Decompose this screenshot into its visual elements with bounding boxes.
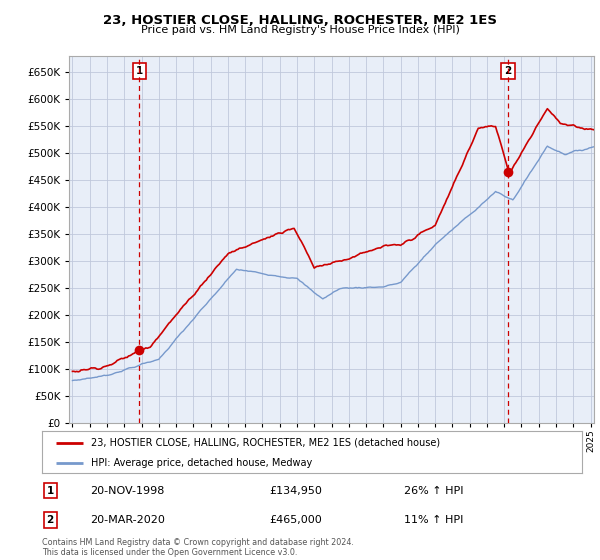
Text: 11% ↑ HPI: 11% ↑ HPI	[404, 515, 463, 525]
Text: HPI: Average price, detached house, Medway: HPI: Average price, detached house, Medw…	[91, 458, 312, 468]
Text: Price paid vs. HM Land Registry's House Price Index (HPI): Price paid vs. HM Land Registry's House …	[140, 25, 460, 35]
Text: £465,000: £465,000	[269, 515, 322, 525]
Text: 1: 1	[46, 486, 54, 496]
Text: 23, HOSTIER CLOSE, HALLING, ROCHESTER, ME2 1ES: 23, HOSTIER CLOSE, HALLING, ROCHESTER, M…	[103, 14, 497, 27]
Text: £134,950: £134,950	[269, 486, 322, 496]
Text: 20-MAR-2020: 20-MAR-2020	[91, 515, 166, 525]
Text: 23, HOSTIER CLOSE, HALLING, ROCHESTER, ME2 1ES (detached house): 23, HOSTIER CLOSE, HALLING, ROCHESTER, M…	[91, 438, 440, 448]
Text: 26% ↑ HPI: 26% ↑ HPI	[404, 486, 463, 496]
Text: 2: 2	[505, 66, 512, 76]
Text: Contains HM Land Registry data © Crown copyright and database right 2024.
This d: Contains HM Land Registry data © Crown c…	[42, 538, 354, 557]
Text: 1: 1	[136, 66, 143, 76]
Text: 20-NOV-1998: 20-NOV-1998	[91, 486, 165, 496]
Text: 2: 2	[46, 515, 54, 525]
